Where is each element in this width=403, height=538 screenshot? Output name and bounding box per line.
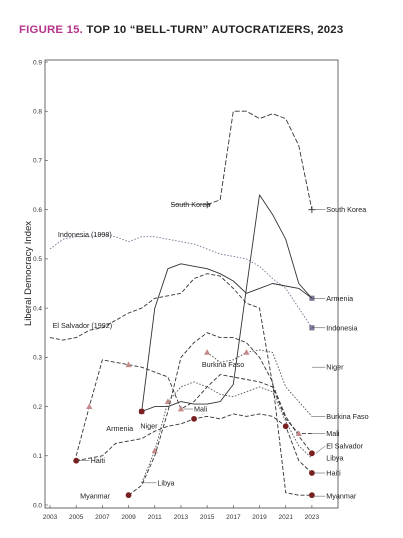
annotation-leader — [315, 445, 326, 454]
y-axis-label: Liberal Democracy Index — [23, 221, 34, 326]
marker-niger — [138, 408, 145, 415]
series-line-niger — [141, 194, 313, 412]
x-tick-label: 2009 — [121, 514, 136, 521]
x-tick-label: 2007 — [95, 514, 110, 521]
annotation-label: Niger — [326, 363, 344, 372]
series-line-haiti — [76, 413, 313, 474]
marker-libya — [151, 447, 158, 454]
annotation-label: Burkina Faso — [326, 412, 368, 421]
plot-frame — [44, 59, 339, 509]
marker-haiti — [191, 415, 197, 422]
marker-mali — [125, 361, 132, 368]
figure-title: FIGURE 15. TOP 10 “BELL-TURN” AUTOCRATIZ… — [19, 24, 343, 36]
y-tick-label: 0.5 — [33, 256, 42, 263]
marker-mali — [177, 405, 185, 412]
marker-libya — [164, 398, 171, 405]
x-tick-label: 2023 — [305, 514, 320, 521]
annotation-label: Burkina Faso — [202, 360, 244, 369]
figure-number: FIGURE 15. — [19, 24, 84, 36]
y-tick-label: 0.0 — [33, 502, 42, 509]
annotation-label: Mali — [326, 429, 340, 438]
series-line-indonesia — [49, 233, 313, 329]
y-tick-label: 0.4 — [33, 305, 42, 312]
annotation-label: Haiti — [326, 469, 341, 478]
marker-mali — [295, 430, 302, 437]
y-tick-label: 0.7 — [33, 158, 42, 165]
annotation-label: Armenia — [106, 424, 133, 433]
annotation-label: Indonesia — [326, 323, 357, 332]
y-tick-label: 0.9 — [33, 59, 42, 66]
annotation-label: El Salvador (1992) — [53, 321, 113, 330]
y-tick-label: 0.2 — [33, 404, 42, 411]
series-line-armenia — [141, 263, 313, 412]
series-line-burkina-faso — [206, 349, 313, 417]
x-tick-label: 2015 — [200, 514, 215, 521]
x-tick-label: 2019 — [252, 514, 267, 521]
x-tick-label: 2003 — [43, 514, 58, 521]
y-tick-label: 0.1 — [33, 453, 42, 460]
annotation-label: Myanmar — [80, 492, 111, 501]
annotation-label: Mali — [194, 405, 208, 414]
marker-mali — [86, 403, 93, 409]
series-line-el-salvador — [49, 273, 313, 454]
marker-haiti — [282, 423, 289, 430]
annotation-label: Libya — [326, 454, 343, 463]
annotation-label: South Korea — [170, 200, 210, 209]
annotation-label: Myanmar — [326, 492, 357, 501]
annotation-label: Niger — [140, 422, 158, 431]
marker-burkina-faso — [243, 349, 250, 355]
marker-myanmar — [125, 492, 132, 499]
marker-myanmar — [309, 492, 315, 499]
annotation-label: Indonesia (1998) — [58, 230, 112, 239]
y-tick-label: 0.6 — [33, 207, 42, 214]
x-tick-label: 2011 — [148, 514, 162, 521]
annotation-label: Libya — [157, 478, 174, 487]
x-tick-label: 2021 — [278, 514, 293, 521]
x-tick-label: 2013 — [174, 514, 189, 521]
annotation-label: El Salvador — [326, 441, 363, 450]
annotation-label: Haiti — [91, 456, 106, 465]
y-tick-label: 0.8 — [33, 109, 42, 116]
figure-title-text: TOP 10 “BELL-TURN” AUTOCRATIZERS, 2023 — [86, 24, 344, 36]
x-tick-label: 2005 — [69, 514, 84, 521]
annotation-label: Armenia — [326, 294, 353, 303]
series-line-south-korea — [206, 110, 313, 210]
marker-burkina-faso — [204, 349, 211, 355]
series-line-libya — [141, 381, 313, 484]
annotation-label: South Korea — [326, 205, 366, 214]
x-tick-label: 2017 — [226, 514, 241, 521]
marker-el-salvador — [309, 450, 315, 457]
y-tick-label: 0.3 — [33, 355, 42, 362]
series-line-myanmar — [128, 332, 312, 496]
series-line-mali — [75, 359, 312, 456]
